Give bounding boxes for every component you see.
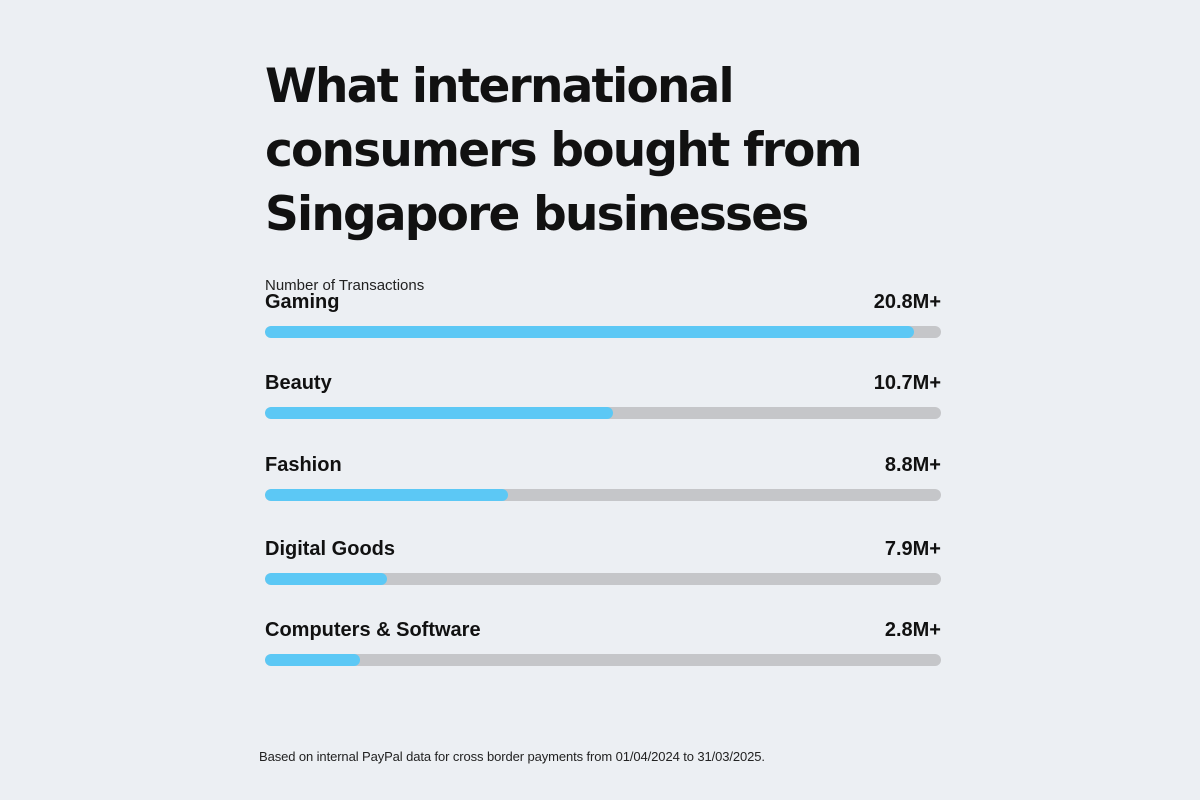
- bar-row: Digital Goods 7.9M+: [265, 536, 941, 586]
- bar-list: Gaming 20.8M+ Beauty 10.7M+ Fashion 8.8M+ Digi…: [265, 0, 941, 800]
- bar-fill: [265, 654, 360, 666]
- bar-value-label: 2.8M+: [884, 619, 941, 641]
- bar-fill: [265, 573, 387, 585]
- chart-subtitle: Number of Transactions: [265, 277, 425, 294]
- chart-title: What international consumers bought from…: [265, 55, 941, 247]
- chart-card: What international consumers bought from…: [265, 55, 941, 295]
- chart-title-line: consumers bought from: [265, 123, 863, 178]
- bar-value-label: 8.8M+: [884, 454, 941, 476]
- bar-category-label: Fashion: [265, 454, 342, 476]
- bar-category-label: Digital Goods: [265, 538, 395, 560]
- bar-value-label: 20.8M+: [873, 291, 941, 313]
- bar-track: [265, 326, 941, 338]
- bar-category-label: Beauty: [265, 372, 332, 394]
- bar-row: Computers & Software 2.8M+: [265, 617, 941, 667]
- bar-track: [265, 407, 941, 419]
- bar-track: [265, 654, 941, 666]
- bar-fill: [265, 407, 614, 419]
- bar-row: Fashion 8.8M+: [265, 452, 941, 502]
- bar-fill: [265, 326, 914, 338]
- bar-track: [265, 489, 941, 501]
- bar-category-label: Gaming: [265, 291, 340, 313]
- bar-track: [265, 573, 941, 585]
- chart-title-line: What international: [265, 59, 735, 114]
- bar-row: Gaming 20.8M+: [265, 289, 941, 339]
- bar-fill: [265, 489, 509, 501]
- bar-row: Beauty 10.7M+: [265, 370, 941, 420]
- footnote: Based on internal PayPal data for cross …: [259, 749, 765, 764]
- bar-value-label: 7.9M+: [884, 538, 941, 560]
- chart-title-line: Singapore businesses: [265, 187, 809, 242]
- bar-category-label: Computers & Software: [265, 619, 481, 641]
- bar-value-label: 10.7M+: [873, 372, 941, 394]
